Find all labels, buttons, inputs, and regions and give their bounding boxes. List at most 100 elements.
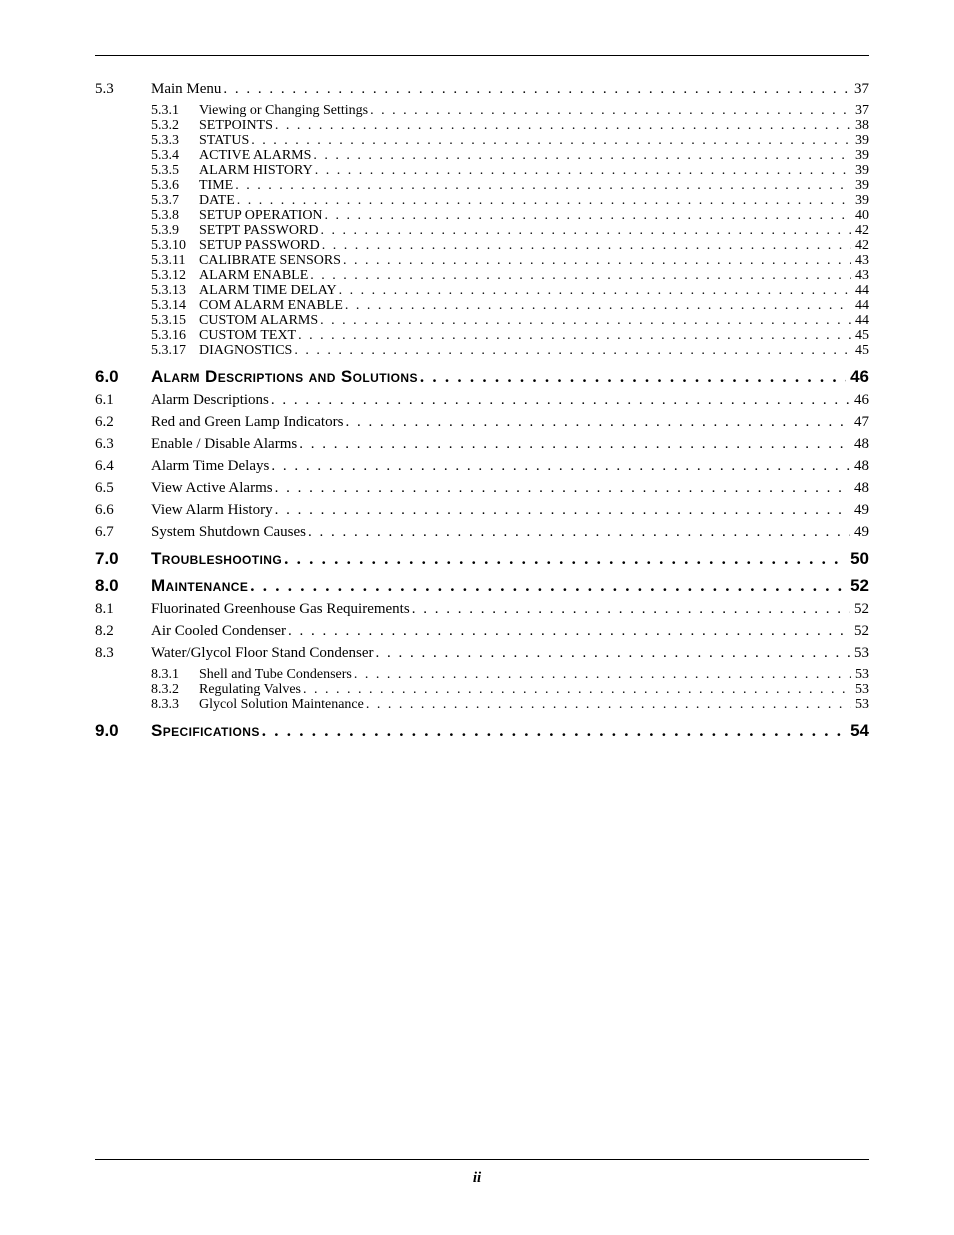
- entry-title: Glycol Solution Maintenance: [199, 698, 364, 712]
- entry-page: 44: [851, 284, 869, 298]
- entry-number: 8.3.2: [151, 683, 199, 697]
- entry-page: 43: [851, 254, 869, 268]
- entry-number: 5.3.2: [151, 119, 199, 133]
- entry-page: 39: [851, 134, 869, 148]
- entry-number: 8.3.3: [151, 698, 199, 712]
- top-rule: [95, 55, 869, 56]
- entry-number: 7.0: [95, 550, 151, 567]
- entry-number: 6.7: [95, 525, 151, 540]
- entry-title: DIAGNOSTICS: [199, 344, 292, 358]
- entry-page: 39: [851, 149, 869, 163]
- leader-dots: . . . . . . . . . . . . . . . . . . . . …: [318, 224, 851, 238]
- entry-page: 38: [851, 119, 869, 133]
- entry-page: 47: [850, 415, 869, 430]
- entry-page: 53: [851, 668, 869, 682]
- entry-title: SETUP OPERATION: [199, 209, 323, 223]
- toc-entry: 5.3.11CALIBRATE SENSORS. . . . . . . . .…: [95, 254, 869, 268]
- entry-title: Regulating Valves: [199, 683, 301, 697]
- entry-page: 46: [850, 393, 869, 408]
- entry-page: 48: [850, 481, 869, 496]
- toc-entry: 5.3Main Menu. . . . . . . . . . . . . . …: [95, 82, 869, 97]
- leader-dots: . . . . . . . . . . . . . . . . . . . . …: [374, 646, 850, 661]
- toc-entry: 9.0Specifications. . . . . . . . . . . .…: [95, 722, 869, 739]
- entry-number: 5.3.1: [151, 104, 199, 118]
- entry-number: 6.6: [95, 503, 151, 518]
- entry-title: STATUS: [199, 134, 249, 148]
- toc-entry: 5.3.5ALARM HISTORY. . . . . . . . . . . …: [95, 164, 869, 178]
- toc-entry: 5.3.7DATE. . . . . . . . . . . . . . . .…: [95, 194, 869, 208]
- entry-number: 8.2: [95, 624, 151, 639]
- entry-number: 5.3.17: [151, 344, 199, 358]
- toc-entry: 5.3.14COM ALARM ENABLE. . . . . . . . . …: [95, 299, 869, 313]
- entry-page: 37: [850, 82, 869, 97]
- leader-dots: . . . . . . . . . . . . . . . . . . . . …: [418, 368, 846, 385]
- toc-entry: 6.7System Shutdown Causes. . . . . . . .…: [95, 525, 869, 540]
- entry-title: Alarm Descriptions and Solutions: [151, 368, 418, 385]
- entry-title: SETPT PASSWORD: [199, 224, 318, 238]
- entry-page: 42: [851, 224, 869, 238]
- leader-dots: . . . . . . . . . . . . . . . . . . . . …: [343, 415, 850, 430]
- entry-title: Troubleshooting: [151, 550, 282, 567]
- entry-number: 5.3.11: [151, 254, 199, 268]
- entry-number: 8.3: [95, 646, 151, 661]
- toc-entry: 8.2Air Cooled Condenser. . . . . . . . .…: [95, 624, 869, 639]
- entry-number: 6.3: [95, 437, 151, 452]
- toc-entry: 5.3.4ACTIVE ALARMS. . . . . . . . . . . …: [95, 149, 869, 163]
- entry-number: 5.3.14: [151, 299, 199, 313]
- toc-entry: 7.0Troubleshooting. . . . . . . . . . . …: [95, 550, 869, 567]
- toc-entry: 5.3.10SETUP PASSWORD. . . . . . . . . . …: [95, 239, 869, 253]
- entry-title: Enable / Disable Alarms: [151, 437, 297, 452]
- entry-page: 52: [850, 602, 869, 617]
- leader-dots: . . . . . . . . . . . . . . . . . . . . …: [273, 481, 850, 496]
- entry-number: 5.3.5: [151, 164, 199, 178]
- entry-page: 44: [851, 314, 869, 328]
- leader-dots: . . . . . . . . . . . . . . . . . . . . …: [320, 239, 851, 253]
- leader-dots: . . . . . . . . . . . . . . . . . . . . …: [282, 550, 846, 567]
- entry-page: 42: [851, 239, 869, 253]
- entry-page: 39: [851, 164, 869, 178]
- entry-number: 6.2: [95, 415, 151, 430]
- leader-dots: . . . . . . . . . . . . . . . . . . . . …: [323, 209, 851, 223]
- toc-entry: 6.0Alarm Descriptions and Solutions. . .…: [95, 368, 869, 385]
- entry-page: 48: [850, 437, 869, 452]
- entry-page: 43: [851, 269, 869, 283]
- toc-entry: 5.3.12ALARM ENABLE. . . . . . . . . . . …: [95, 269, 869, 283]
- entry-page: 53: [850, 646, 869, 661]
- entry-title: Fluorinated Greenhouse Gas Requirements: [151, 602, 410, 617]
- entry-title: Viewing or Changing Settings: [199, 104, 368, 118]
- entry-title: CUSTOM ALARMS: [199, 314, 318, 328]
- toc-entry: 5.3.6TIME. . . . . . . . . . . . . . . .…: [95, 179, 869, 193]
- entry-title: Water/Glycol Floor Stand Condenser: [151, 646, 374, 661]
- entry-title: SETPOINTS: [199, 119, 273, 133]
- entry-number: 5.3.12: [151, 269, 199, 283]
- leader-dots: . . . . . . . . . . . . . . . . . . . . …: [341, 254, 851, 268]
- leader-dots: . . . . . . . . . . . . . . . . . . . . …: [249, 134, 851, 148]
- toc-entry: 8.3.3Glycol Solution Maintenance. . . . …: [95, 698, 869, 712]
- toc-entry: 8.1Fluorinated Greenhouse Gas Requiremen…: [95, 602, 869, 617]
- entry-page: 46: [846, 368, 869, 385]
- entry-page: 48: [850, 459, 869, 474]
- bottom-rule: [95, 1159, 869, 1160]
- leader-dots: . . . . . . . . . . . . . . . . . . . . …: [352, 668, 851, 682]
- leader-dots: . . . . . . . . . . . . . . . . . . . . …: [286, 624, 850, 639]
- leader-dots: . . . . . . . . . . . . . . . . . . . . …: [301, 683, 851, 697]
- leader-dots: . . . . . . . . . . . . . . . . . . . . …: [364, 698, 851, 712]
- entry-title: ALARM ENABLE: [199, 269, 308, 283]
- entry-page: 40: [851, 209, 869, 223]
- entry-title: ALARM HISTORY: [199, 164, 313, 178]
- leader-dots: . . . . . . . . . . . . . . . . . . . . …: [318, 314, 851, 328]
- entry-page: 37: [851, 104, 869, 118]
- entry-title: Main Menu: [151, 82, 221, 97]
- toc-entry: 8.3.1Shell and Tube Condensers. . . . . …: [95, 668, 869, 682]
- entry-page: 49: [850, 503, 869, 518]
- entry-title: Maintenance: [151, 577, 248, 594]
- entry-title: Shell and Tube Condensers: [199, 668, 352, 682]
- entry-page: 53: [851, 698, 869, 712]
- entry-number: 5.3.3: [151, 134, 199, 148]
- entry-number: 8.0: [95, 577, 151, 594]
- page-number: ii: [0, 1170, 954, 1187]
- entry-title: Specifications: [151, 722, 260, 739]
- entry-title: COM ALARM ENABLE: [199, 299, 343, 313]
- leader-dots: . . . . . . . . . . . . . . . . . . . . …: [296, 329, 851, 343]
- entry-number: 5.3.7: [151, 194, 199, 208]
